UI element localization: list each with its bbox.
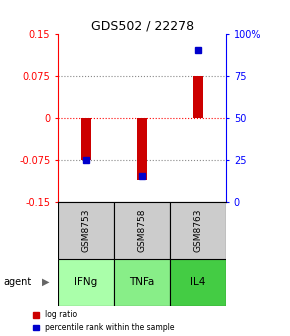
Bar xyxy=(58,202,114,259)
Bar xyxy=(114,259,170,306)
Bar xyxy=(137,118,147,180)
Text: TNFa: TNFa xyxy=(129,277,155,287)
Text: GSM8753: GSM8753 xyxy=(81,208,90,252)
Text: IL4: IL4 xyxy=(191,277,206,287)
Text: GSM8763: GSM8763 xyxy=(194,208,203,252)
Bar xyxy=(58,259,114,306)
Bar xyxy=(170,202,226,259)
Legend: log ratio, percentile rank within the sample: log ratio, percentile rank within the sa… xyxy=(33,310,175,332)
Bar xyxy=(114,202,170,259)
Text: ▶: ▶ xyxy=(42,277,50,287)
Bar xyxy=(170,259,226,306)
Text: GSM8758: GSM8758 xyxy=(137,208,147,252)
Text: IFNg: IFNg xyxy=(75,277,98,287)
Title: GDS502 / 22278: GDS502 / 22278 xyxy=(90,19,194,33)
Bar xyxy=(193,76,203,118)
Bar xyxy=(81,118,91,160)
Text: agent: agent xyxy=(3,277,31,287)
